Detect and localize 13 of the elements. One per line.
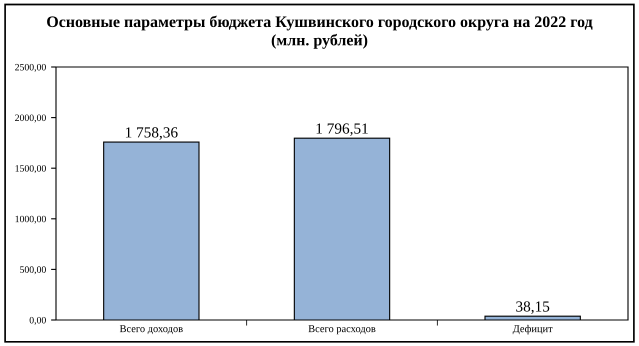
y-tick-label: 1000,00	[16, 216, 46, 224]
y-tick-label: 1500,00	[16, 165, 46, 174]
y-tick-label: 500,00	[20, 266, 46, 274]
x-tick-label: Всего доходов	[120, 325, 183, 334]
y-tick-label: 0,00	[30, 316, 46, 325]
chart-title: Основные параметры бюджета Кушвинского городского округа на 2022 год (млн. рублей)	[47, 16, 592, 49]
y-tick-label: 2500,00	[15, 64, 46, 72]
y-tick-label: 2000,00	[15, 114, 46, 122]
data-label: 1 758,36	[126, 127, 178, 140]
data-label: 1 796,51	[316, 123, 368, 136]
data-label: 38,15	[516, 301, 550, 314]
x-tick-label: Дефицит	[512, 324, 553, 334]
x-tick-label: Всего расходов	[308, 325, 376, 334]
